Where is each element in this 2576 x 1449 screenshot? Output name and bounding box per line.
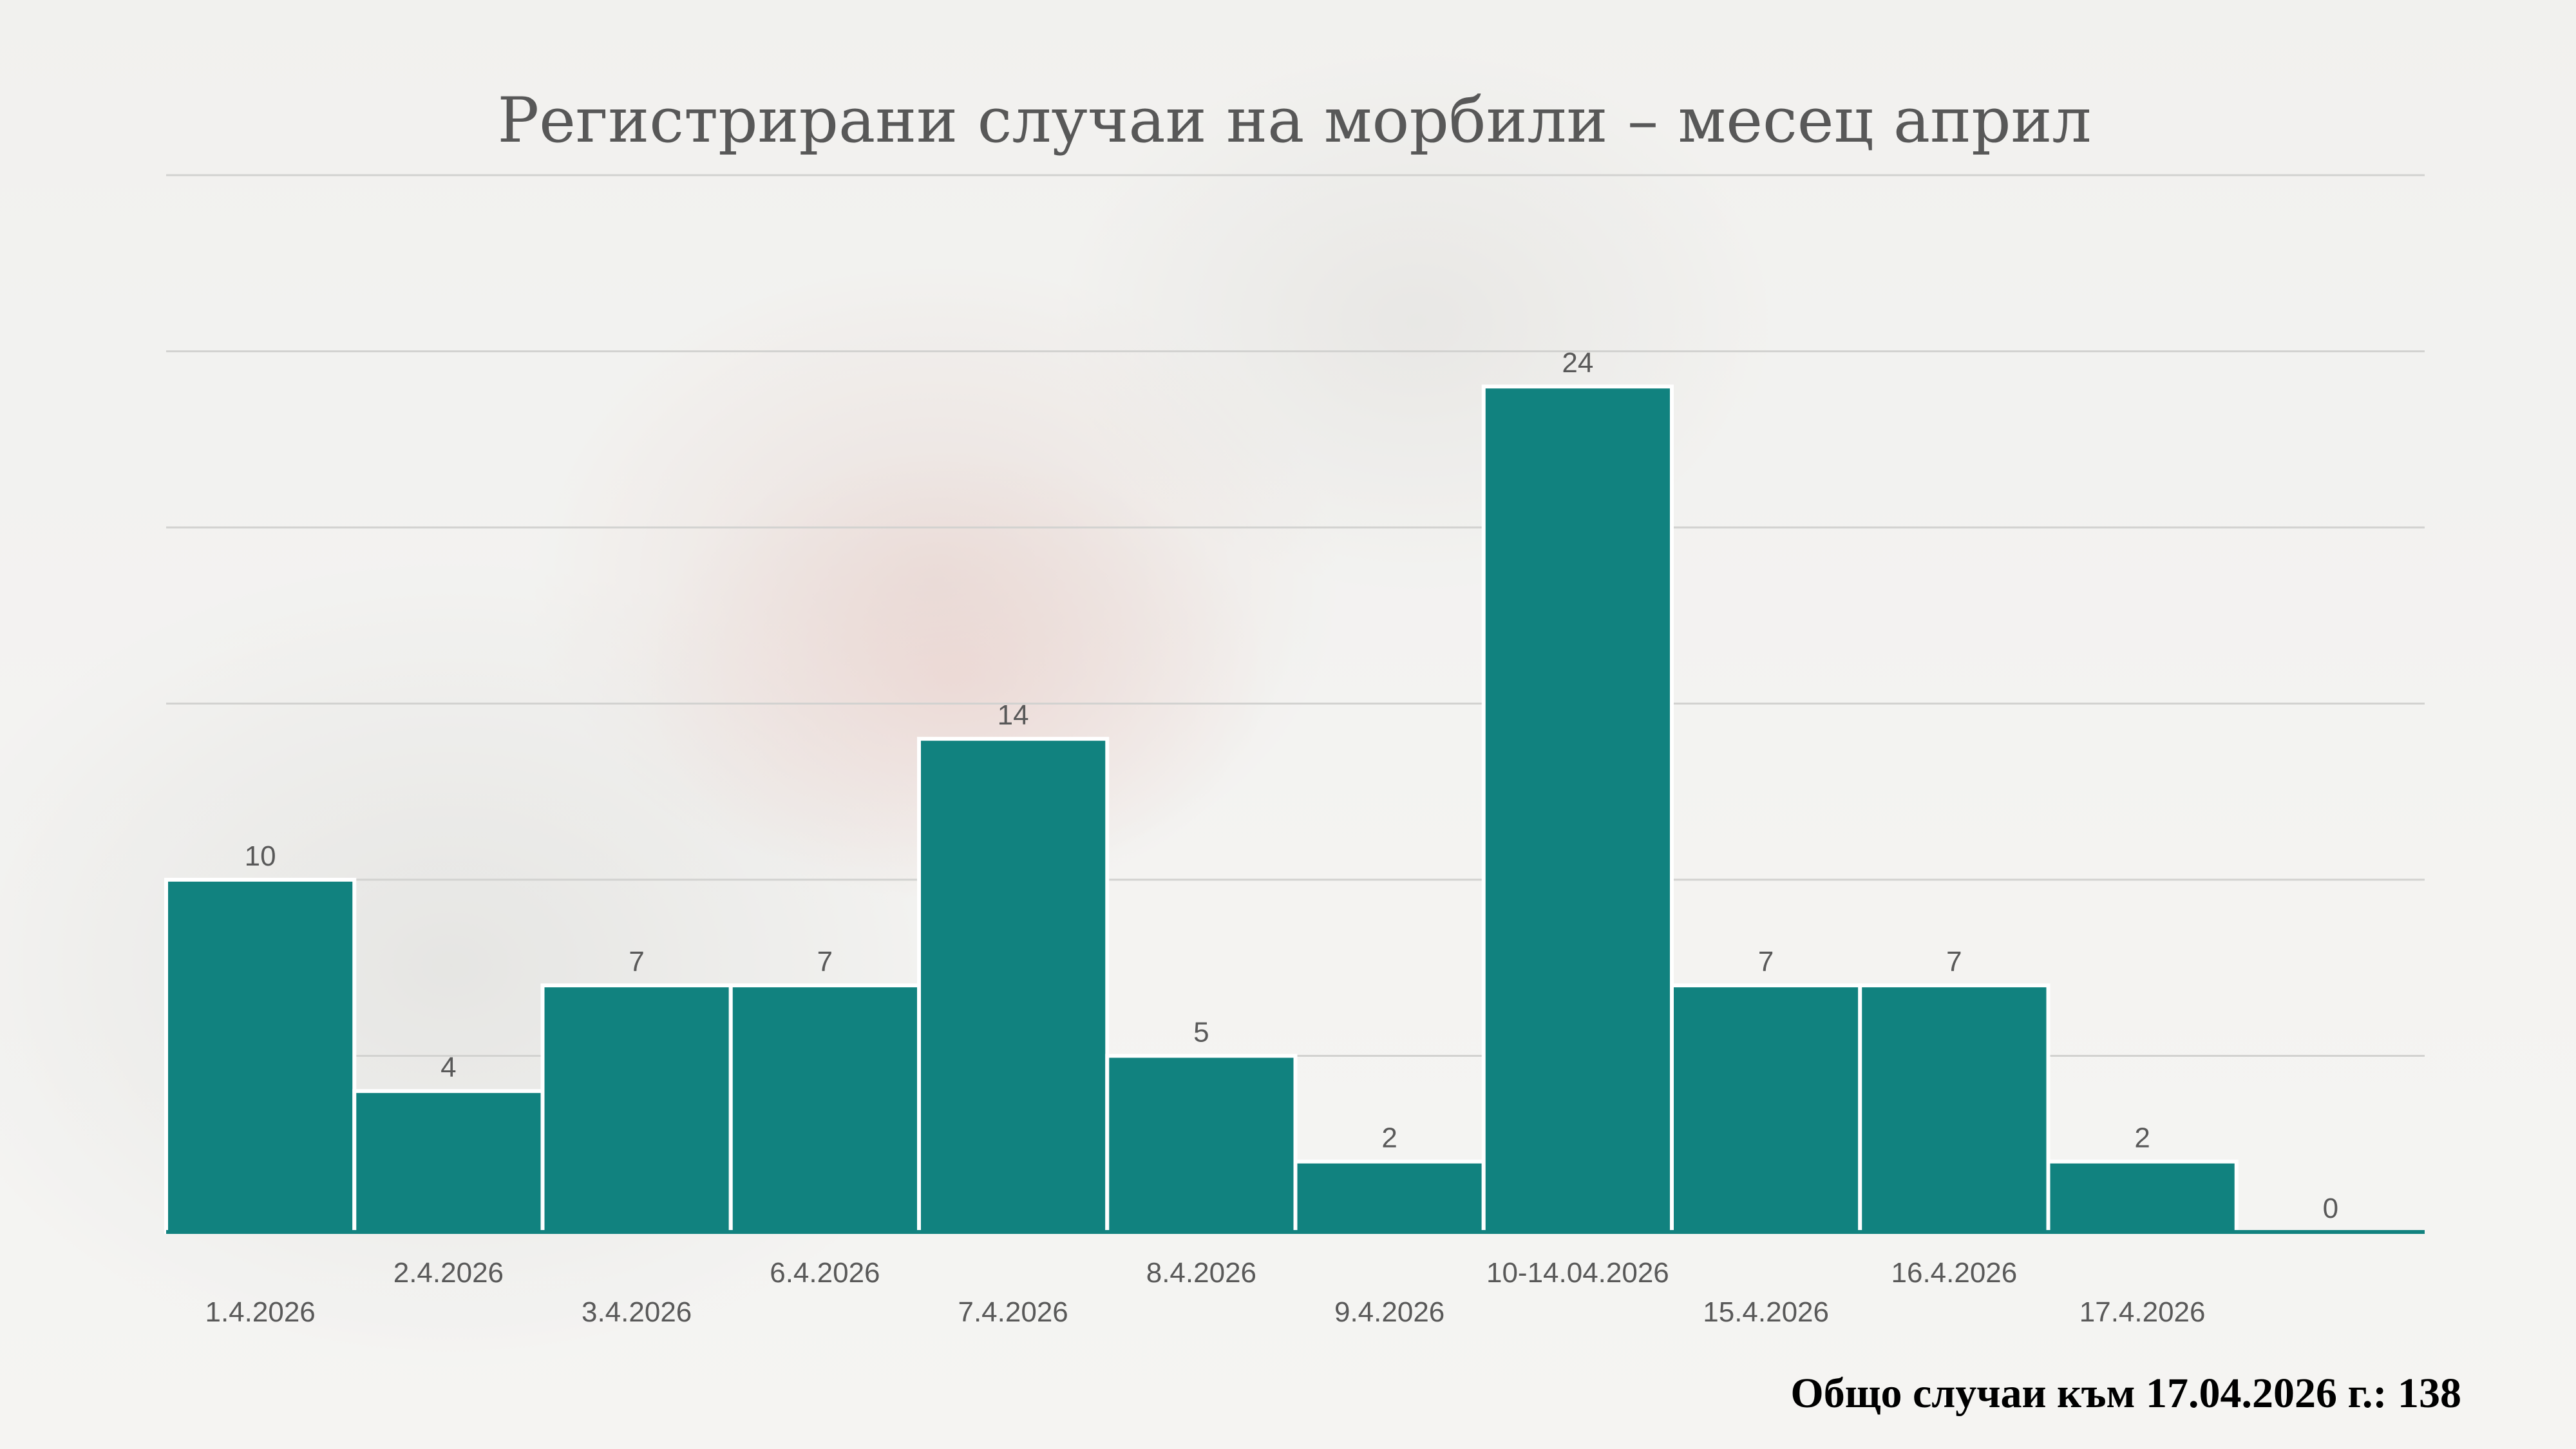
x-tick-label: 8.4.2026 <box>1146 1257 1256 1289</box>
bar <box>728 983 921 1234</box>
value-labels: 10 4 7 7 14 5 2 24 7 7 2 0 <box>245 347 2338 1224</box>
data-label: 2 <box>1381 1122 1397 1154</box>
data-label: 14 <box>998 699 1029 731</box>
bars <box>164 384 2239 1235</box>
x-tick-label: 2.4.2026 <box>393 1257 504 1289</box>
gridlines <box>166 174 2425 1057</box>
data-label: 10 <box>245 840 276 872</box>
tick-labels: 1.4.2026 2.4.2026 3.4.2026 6.4.2026 7.4.2026… <box>205 1257 2205 1328</box>
x-tick-label: 3.4.2026 <box>582 1296 692 1328</box>
x-tick-label: 17.4.2026 <box>2079 1296 2206 1328</box>
x-tick-label: 9.4.2026 <box>1334 1296 1444 1328</box>
x-tick-label: 7.4.2026 <box>958 1296 1068 1328</box>
chart-title: Регистрирани случаи на морбили – месец а… <box>498 84 2092 156</box>
data-label: 24 <box>1562 347 1593 379</box>
x-tick-label: 10-14.04.2026 <box>1486 1257 1669 1289</box>
bar <box>917 737 1110 1234</box>
bar <box>164 878 357 1234</box>
bar <box>352 1089 545 1234</box>
x-tick-label: 16.4.2026 <box>1891 1257 2018 1289</box>
data-label: 4 <box>440 1052 456 1083</box>
x-tick-label: 6.4.2026 <box>770 1257 880 1289</box>
data-label: 7 <box>1758 946 1774 978</box>
data-label: 0 <box>2323 1193 2338 1224</box>
data-label: 7 <box>629 946 644 978</box>
data-label: 5 <box>1193 1017 1209 1048</box>
data-label: 7 <box>1946 946 1962 978</box>
x-tick-label: 15.4.2026 <box>1703 1296 1829 1328</box>
x-tick-label: 1.4.2026 <box>205 1296 315 1328</box>
data-label: 7 <box>817 946 833 978</box>
bar <box>1858 983 2050 1234</box>
bar <box>2046 1159 2239 1234</box>
total-cases-text: Общо случаи към 17.04.2026 г.: 138 <box>1790 1370 2461 1417</box>
bar <box>1481 384 1674 1235</box>
bar <box>1105 1054 1298 1234</box>
bar <box>1670 983 1862 1234</box>
data-label: 2 <box>2134 1122 2150 1154</box>
bar <box>540 983 733 1234</box>
bar <box>1293 1159 1486 1234</box>
